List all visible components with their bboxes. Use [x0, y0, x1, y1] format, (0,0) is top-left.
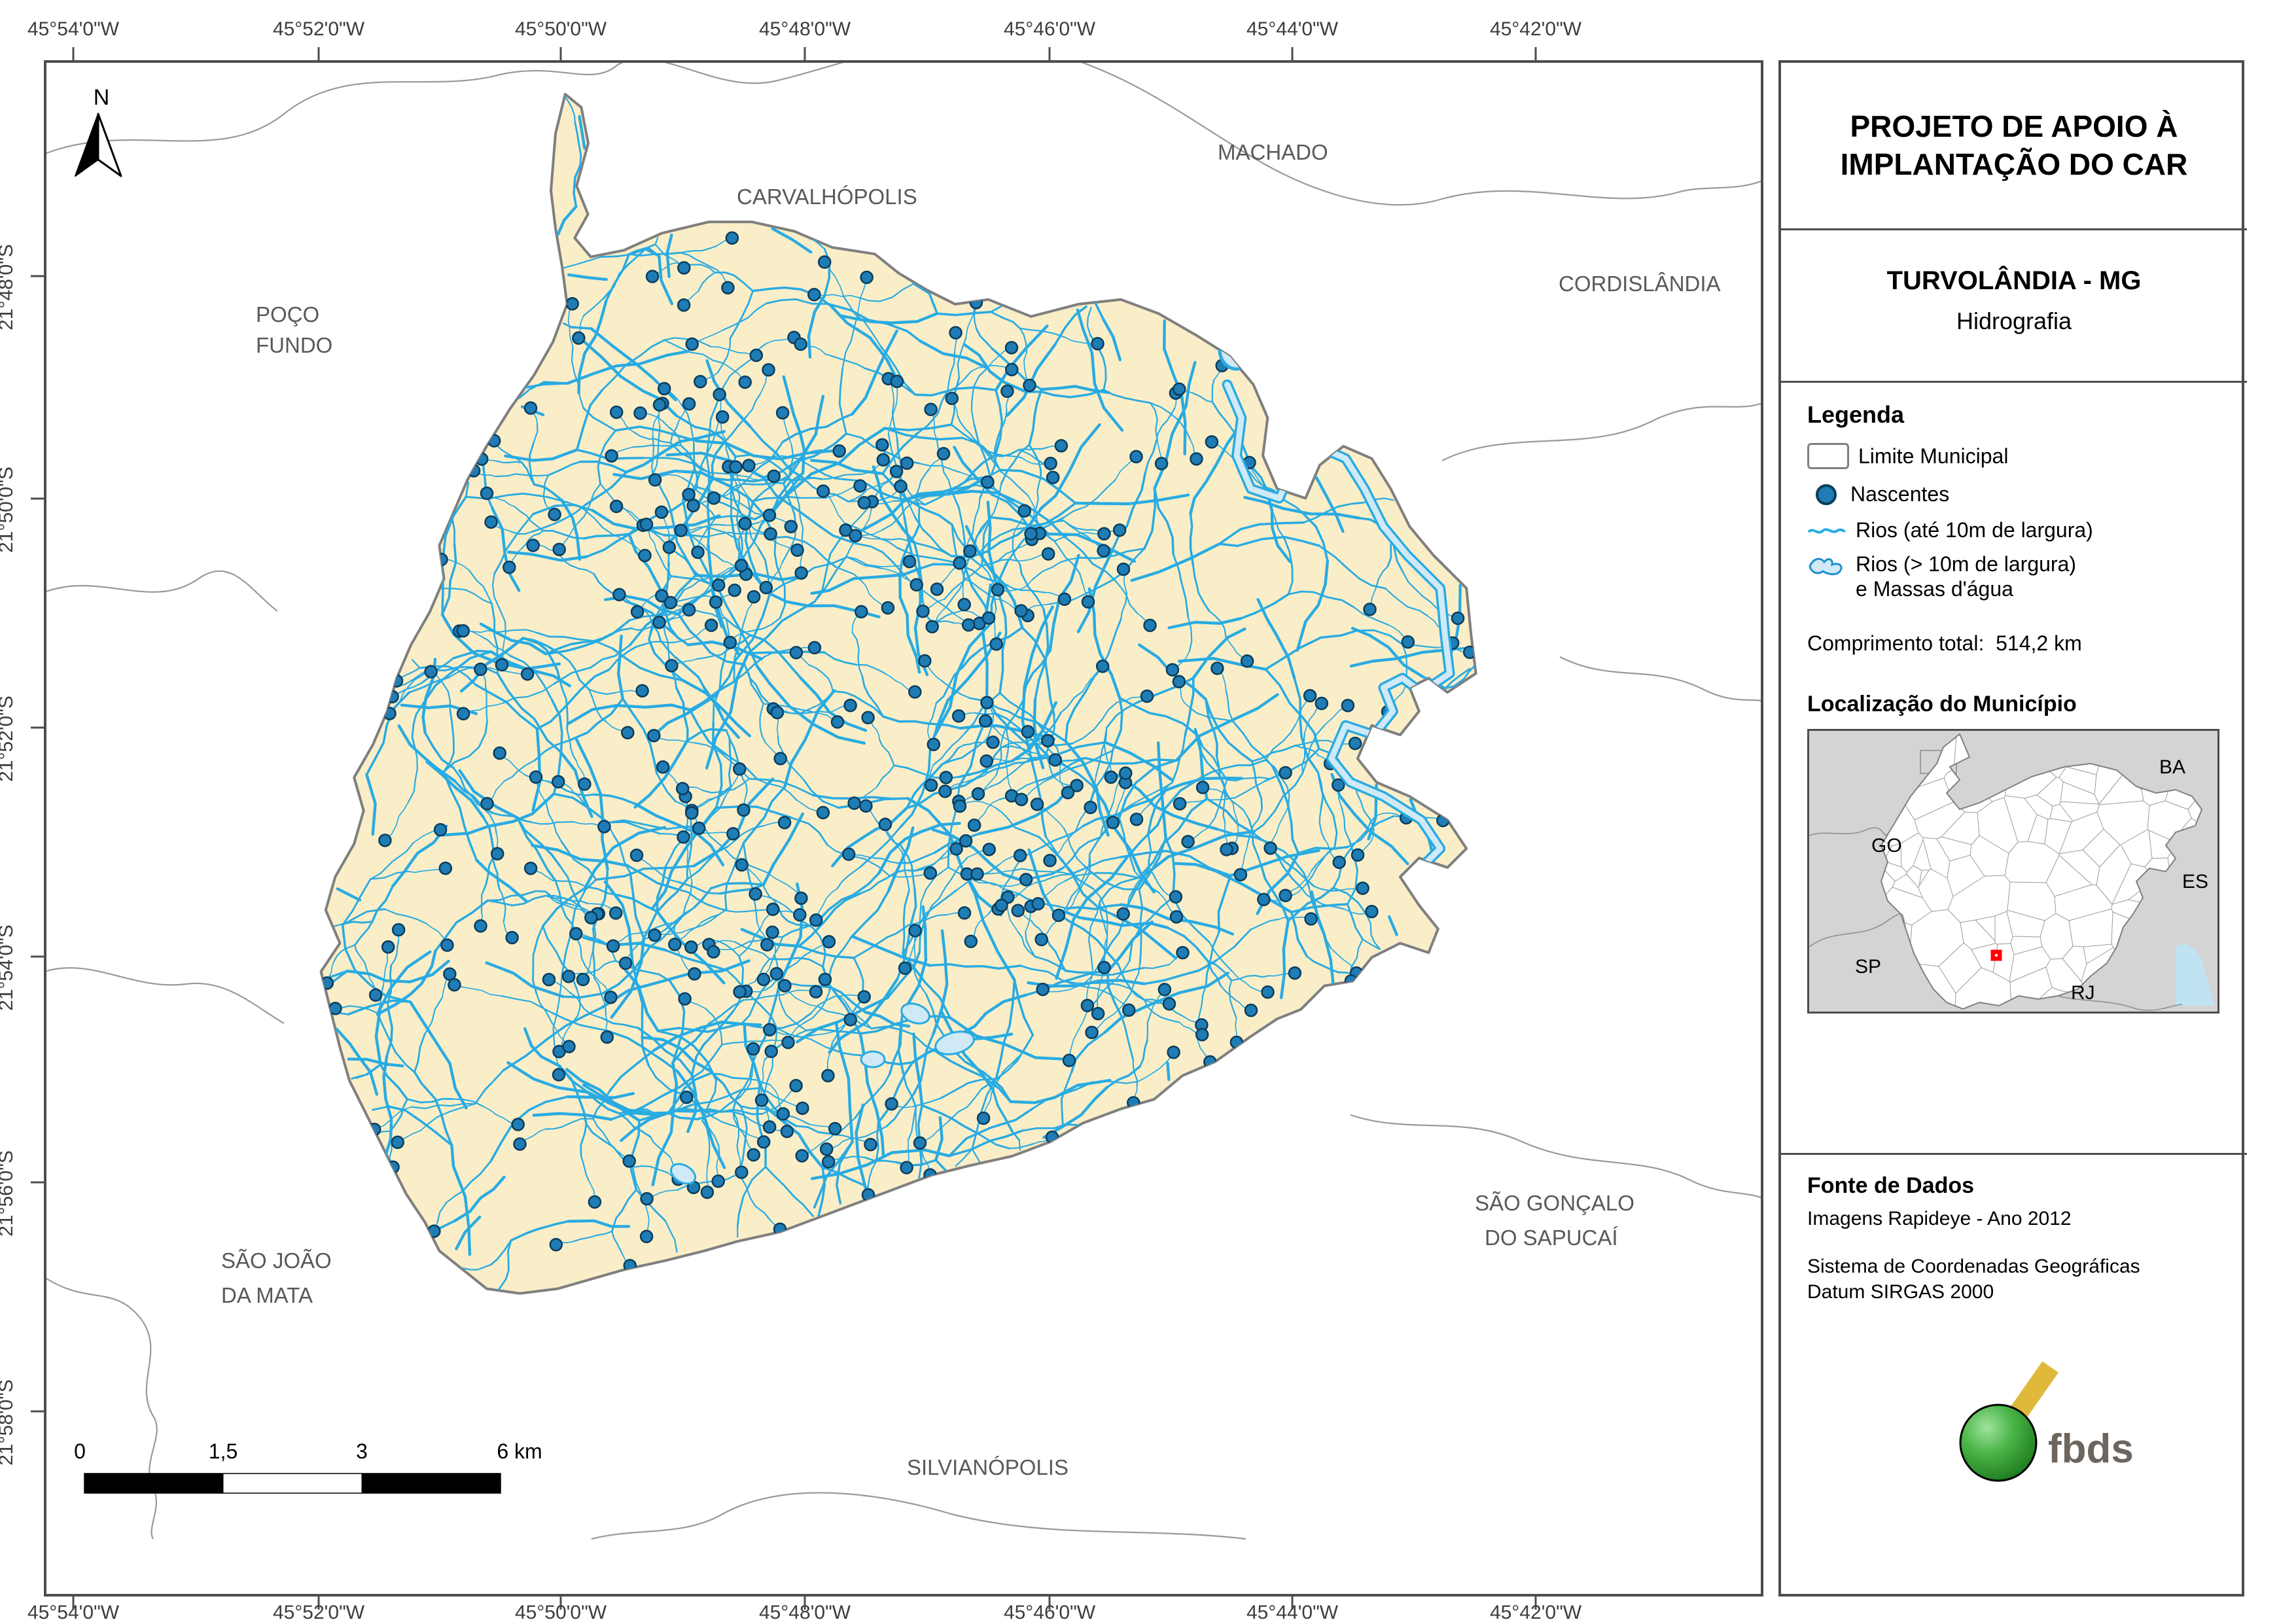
svg-text:SILVIANÓPOLIS: SILVIANÓPOLIS [907, 1455, 1069, 1479]
svg-text:GO: GO [1871, 835, 1902, 856]
svg-text:DO SAPUCAÍ: DO SAPUCAÍ [1485, 1226, 1618, 1250]
svg-text:SÃO GONÇALO: SÃO GONÇALO [1475, 1191, 1634, 1215]
svg-text:MACHADO: MACHADO [1218, 140, 1328, 164]
svg-text:3: 3 [356, 1439, 368, 1463]
svg-text:POÇO: POÇO [256, 302, 319, 327]
svg-text:CORDISLÂNDIA: CORDISLÂNDIA [1559, 272, 1721, 296]
svg-text:FUNDO: FUNDO [256, 333, 332, 357]
svg-text:RJ: RJ [2071, 982, 2095, 1004]
svg-text:1,5: 1,5 [209, 1439, 238, 1463]
svg-text:SÃO JOÃO: SÃO JOÃO [221, 1248, 332, 1273]
svg-text:fbds: fbds [2048, 1426, 2134, 1472]
svg-text:SP: SP [1855, 956, 1881, 978]
svg-text:0: 0 [74, 1439, 86, 1463]
svg-text:BA: BA [2159, 756, 2185, 778]
svg-text:DA MATA: DA MATA [221, 1283, 313, 1307]
svg-text:CARVALHÓPOLIS: CARVALHÓPOLIS [737, 185, 917, 209]
svg-text:6 km: 6 km [497, 1439, 542, 1463]
svg-text:ES: ES [2182, 871, 2208, 892]
